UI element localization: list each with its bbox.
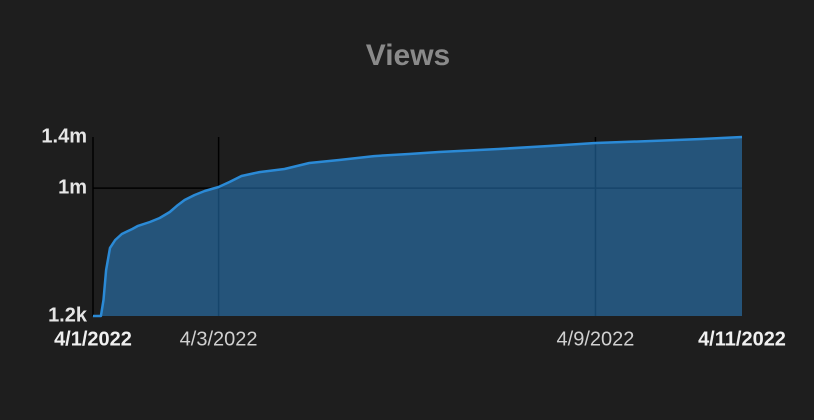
y-tick-label: 1m <box>58 176 87 198</box>
x-tick-label: 4/3/2022 <box>180 328 258 350</box>
y-tick-label: 1.2k <box>48 304 88 326</box>
x-tick-label: 4/9/2022 <box>557 328 635 350</box>
area-line <box>93 135 743 318</box>
x-axis-end-label: 4/1/2022 <box>54 328 132 350</box>
chart-title: Views <box>366 39 451 72</box>
x-axis-end-label: 4/11/2022 <box>698 328 786 350</box>
y-tick-label: 1.4m <box>41 125 87 147</box>
area-fill <box>93 137 742 316</box>
